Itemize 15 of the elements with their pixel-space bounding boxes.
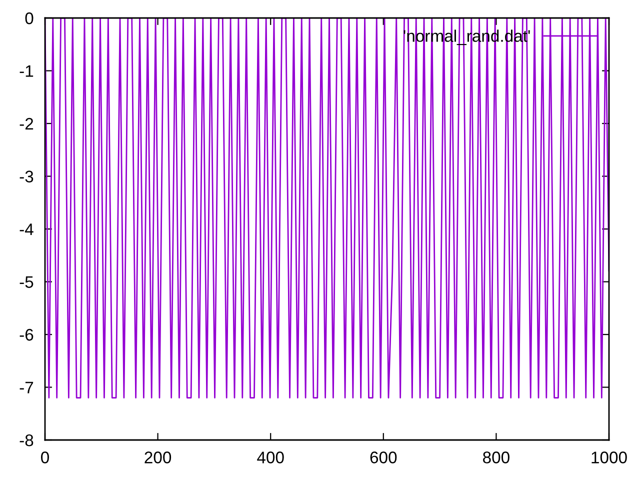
y-tick-label: -8	[20, 434, 34, 446]
y-tick-label: -5	[20, 276, 34, 288]
x-tick-label: 400	[257, 452, 284, 464]
y-tick-label: -4	[20, 224, 34, 236]
x-tick-label: 800	[483, 452, 510, 464]
x-tick-label: 200	[144, 452, 172, 464]
x-tick-label: 600	[370, 452, 397, 464]
y-tick-label: -3	[20, 170, 34, 182]
y-tick-label: -2	[20, 118, 34, 130]
x-tick-label: 1000	[592, 452, 627, 464]
y-tick-label: -6	[20, 328, 34, 341]
y-tick-label: -7	[20, 382, 34, 394]
x-tick-label: 0	[41, 452, 49, 464]
y-tick-label: -1	[20, 65, 34, 77]
y-tick-label: 0	[25, 12, 34, 24]
